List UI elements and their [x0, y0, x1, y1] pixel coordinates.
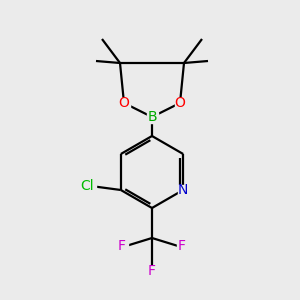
Text: F: F [118, 239, 126, 253]
Text: O: O [118, 96, 129, 110]
Bar [116, 241, 128, 251]
Bar [146, 112, 158, 122]
Text: B: B [147, 110, 157, 124]
Bar [78, 181, 96, 191]
Text: F: F [148, 264, 156, 278]
Bar [175, 98, 185, 109]
Bar [146, 266, 158, 277]
Text: F: F [178, 239, 186, 253]
Bar [178, 184, 189, 196]
Text: Cl: Cl [80, 179, 94, 193]
Text: N: N [178, 183, 188, 197]
Bar [176, 241, 188, 251]
Bar [118, 98, 130, 109]
Text: O: O [175, 96, 185, 110]
